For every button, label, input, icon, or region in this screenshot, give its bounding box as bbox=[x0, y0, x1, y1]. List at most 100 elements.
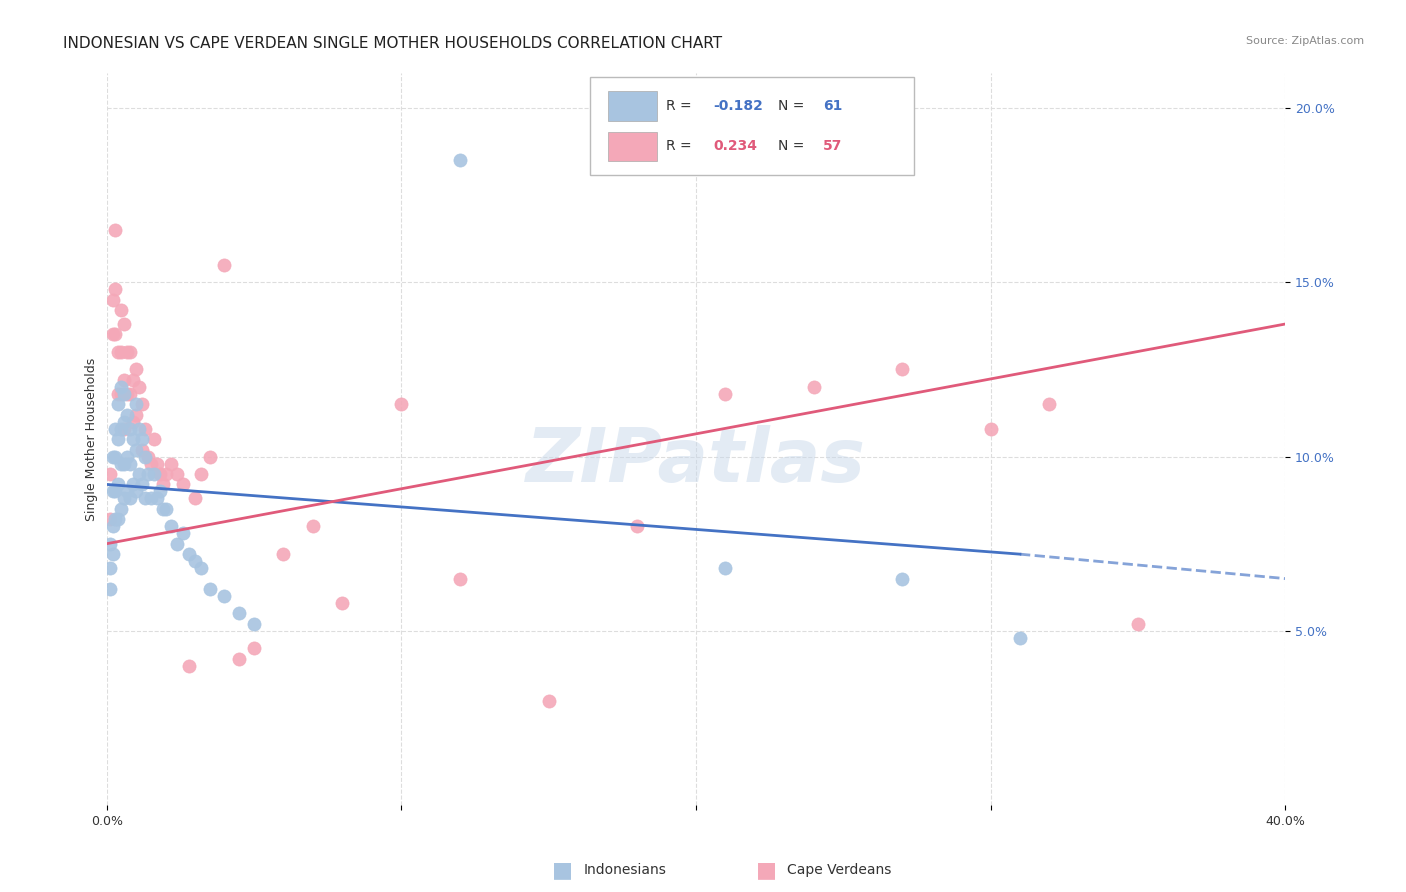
Point bbox=[160, 519, 183, 533]
Point bbox=[136, 450, 159, 464]
Point bbox=[172, 526, 194, 541]
Point bbox=[120, 422, 142, 436]
Point bbox=[120, 457, 142, 471]
Point bbox=[1038, 397, 1060, 411]
Point bbox=[98, 561, 121, 575]
Text: INDONESIAN VS CAPE VERDEAN SINGLE MOTHER HOUSEHOLDS CORRELATION CHART: INDONESIAN VS CAPE VERDEAN SINGLE MOTHER… bbox=[63, 36, 723, 51]
Text: R =: R = bbox=[666, 139, 696, 153]
Point bbox=[152, 477, 174, 491]
Point bbox=[101, 327, 124, 342]
Point bbox=[145, 457, 167, 471]
Point bbox=[112, 317, 135, 331]
Point bbox=[149, 467, 172, 481]
Point bbox=[125, 362, 148, 376]
Point bbox=[107, 512, 129, 526]
Point bbox=[120, 345, 142, 359]
Point bbox=[120, 491, 142, 506]
Point bbox=[122, 432, 145, 446]
Point bbox=[104, 327, 127, 342]
Point bbox=[101, 547, 124, 561]
Text: N =: N = bbox=[779, 139, 808, 153]
Point bbox=[104, 484, 127, 499]
Point bbox=[104, 422, 127, 436]
Point bbox=[112, 457, 135, 471]
Point bbox=[166, 467, 188, 481]
Text: 57: 57 bbox=[823, 139, 842, 153]
Point bbox=[190, 467, 212, 481]
Point bbox=[228, 652, 250, 666]
Point bbox=[160, 457, 183, 471]
Point bbox=[214, 258, 236, 272]
Point bbox=[125, 442, 148, 457]
Point bbox=[228, 607, 250, 621]
Text: Cape Verdeans: Cape Verdeans bbox=[787, 863, 891, 877]
Point bbox=[117, 484, 139, 499]
Point bbox=[136, 467, 159, 481]
Point bbox=[122, 477, 145, 491]
Point bbox=[190, 561, 212, 575]
Point bbox=[104, 282, 127, 296]
Point bbox=[110, 345, 132, 359]
Text: ■: ■ bbox=[756, 860, 776, 880]
Text: 61: 61 bbox=[823, 99, 842, 113]
Point bbox=[112, 373, 135, 387]
Point bbox=[449, 572, 471, 586]
Point bbox=[104, 512, 127, 526]
Point bbox=[98, 512, 121, 526]
Point bbox=[110, 380, 132, 394]
Point bbox=[389, 397, 412, 411]
Text: Source: ZipAtlas.com: Source: ZipAtlas.com bbox=[1246, 36, 1364, 45]
Point bbox=[243, 616, 266, 631]
Point bbox=[131, 432, 153, 446]
Point bbox=[101, 519, 124, 533]
Point bbox=[120, 386, 142, 401]
Point bbox=[104, 450, 127, 464]
Point bbox=[122, 415, 145, 429]
Point bbox=[101, 484, 124, 499]
Point bbox=[166, 537, 188, 551]
Point bbox=[172, 477, 194, 491]
Point bbox=[107, 386, 129, 401]
Point bbox=[139, 491, 162, 506]
Point bbox=[117, 408, 139, 422]
FancyBboxPatch shape bbox=[607, 91, 657, 120]
Point bbox=[134, 422, 156, 436]
Text: R =: R = bbox=[666, 99, 696, 113]
Point bbox=[98, 467, 121, 481]
Point bbox=[112, 415, 135, 429]
Point bbox=[449, 153, 471, 168]
Point bbox=[134, 450, 156, 464]
Point bbox=[112, 422, 135, 436]
Point bbox=[302, 519, 325, 533]
Point bbox=[101, 450, 124, 464]
Text: ■: ■ bbox=[553, 860, 572, 880]
Point bbox=[149, 484, 172, 499]
Point bbox=[142, 432, 165, 446]
Point bbox=[131, 397, 153, 411]
Point bbox=[152, 501, 174, 516]
Point bbox=[131, 477, 153, 491]
Point bbox=[110, 501, 132, 516]
Point bbox=[117, 345, 139, 359]
Text: Indonesians: Indonesians bbox=[583, 863, 666, 877]
FancyBboxPatch shape bbox=[607, 131, 657, 161]
Point bbox=[1126, 616, 1149, 631]
Point bbox=[112, 386, 135, 401]
Point bbox=[198, 582, 221, 596]
Point bbox=[214, 589, 236, 603]
Point bbox=[107, 432, 129, 446]
Point bbox=[980, 422, 1002, 436]
Point bbox=[107, 345, 129, 359]
Point bbox=[125, 397, 148, 411]
Point bbox=[101, 293, 124, 307]
Text: 0.234: 0.234 bbox=[714, 139, 758, 153]
Point bbox=[142, 467, 165, 481]
Point bbox=[98, 537, 121, 551]
Point bbox=[184, 554, 207, 568]
Point bbox=[110, 422, 132, 436]
Point bbox=[104, 223, 127, 237]
Point bbox=[330, 596, 353, 610]
Point bbox=[145, 491, 167, 506]
Text: ZIPatlas: ZIPatlas bbox=[526, 425, 866, 498]
Point bbox=[117, 386, 139, 401]
